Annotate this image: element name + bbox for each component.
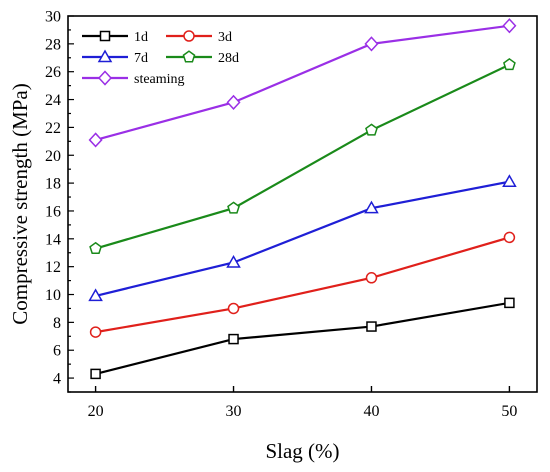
series-line-28d	[95, 63, 510, 250]
legend-label: 7d	[134, 51, 148, 66]
data-point-1d	[504, 297, 515, 309]
y-tick-label: 16	[45, 203, 61, 220]
data-point-1d	[228, 333, 239, 345]
series-line-1d	[95, 301, 510, 375]
legend-item-3d: 3d	[166, 30, 232, 45]
legend-marker	[183, 30, 195, 42]
legend-label: 1d	[134, 30, 148, 45]
series-3d	[89, 231, 516, 338]
data-point-steaming	[502, 18, 517, 34]
data-point-1d	[90, 368, 101, 380]
y-tick-label: 4	[53, 371, 61, 388]
y-tick-label: 14	[45, 231, 61, 248]
data-point-steaming	[226, 94, 241, 110]
legend-marker	[97, 49, 113, 63]
data-point-3d	[89, 326, 102, 338]
legend-item-steaming: steaming	[82, 70, 185, 87]
x-tick-label: 30	[226, 403, 242, 420]
plot-frame	[67, 15, 538, 393]
legend-label: 28d	[218, 51, 239, 66]
data-point-28d	[365, 123, 378, 136]
legend-marker	[99, 30, 111, 42]
data-point-7d	[364, 200, 379, 214]
series-1d	[90, 297, 515, 380]
data-point-28d	[89, 241, 102, 255]
data-point-3d	[365, 272, 378, 284]
x-tick-label: 20	[88, 403, 104, 420]
legend-item-28d: 28d	[166, 50, 239, 66]
series-line-7d	[95, 180, 510, 297]
series-steaming	[88, 18, 517, 148]
y-tick-label: 26	[45, 64, 61, 81]
data-point-steaming	[88, 132, 103, 148]
data-point-28d	[227, 201, 240, 214]
data-point-28d	[503, 58, 516, 71]
y-tick-label: 18	[45, 176, 61, 193]
y-tick-label: 20	[45, 148, 61, 165]
y-tick-label: 12	[45, 259, 61, 276]
data-point-7d	[226, 254, 241, 268]
data-point-3d	[503, 231, 516, 244]
data-point-1d	[366, 321, 377, 332]
series-28d	[89, 58, 516, 255]
y-tick-label: 28	[45, 36, 61, 53]
legend-item-1d: 1d	[82, 30, 148, 45]
x-tick-label: 40	[363, 403, 379, 420]
legend-label: 3d	[218, 30, 232, 45]
x-axis-title: Slag (%)	[265, 439, 339, 463]
data-point-3d	[227, 302, 240, 315]
series-line-3d	[95, 236, 510, 334]
series-line-steaming	[95, 24, 510, 142]
data-point-7d	[88, 288, 103, 302]
legend-item-7d: 7d	[82, 49, 148, 66]
data-point-7d	[502, 174, 517, 187]
legend-marker	[182, 50, 196, 63]
y-tick-label: 8	[53, 315, 61, 332]
y-tick-label: 10	[45, 287, 61, 304]
legend-marker	[97, 70, 113, 86]
y-tick-label: 6	[53, 343, 61, 360]
y-tick-label: 24	[45, 92, 61, 109]
series-7d	[88, 174, 517, 302]
y-axis-title: Compressive strength (MPa)	[8, 83, 32, 324]
x-tick-label: 50	[501, 403, 517, 420]
y-tick-label: 22	[45, 120, 61, 137]
data-point-steaming	[364, 36, 379, 52]
legend-label: steaming	[134, 72, 185, 87]
y-tick-label: 30	[45, 9, 61, 26]
